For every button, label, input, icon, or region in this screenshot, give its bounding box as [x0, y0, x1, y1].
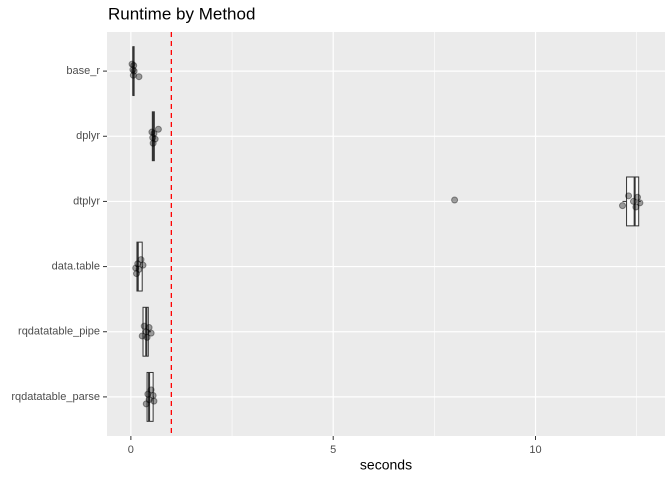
point — [145, 324, 153, 332]
point — [144, 390, 152, 398]
point — [151, 135, 159, 143]
point — [154, 125, 162, 133]
box — [626, 176, 640, 227]
point — [629, 197, 637, 205]
point — [130, 61, 138, 69]
point — [142, 328, 150, 336]
y-tick-label: rqdatatable_parse — [11, 391, 100, 403]
point — [138, 332, 146, 340]
point — [150, 397, 158, 405]
box — [146, 371, 154, 422]
x-tick-label: 5 — [330, 444, 336, 456]
point — [139, 261, 147, 269]
y-tick-label: rqdatatable_pipe — [18, 326, 100, 338]
point — [149, 139, 157, 147]
y-tick-label: dtplyr — [73, 195, 100, 207]
y-tick-label: data.table — [52, 260, 100, 272]
x-tick-label: 0 — [128, 444, 134, 456]
point — [133, 270, 141, 278]
point — [150, 129, 158, 137]
point — [633, 193, 641, 201]
point — [147, 386, 155, 394]
point — [625, 192, 633, 200]
y-tick-label: dplyr — [76, 130, 100, 142]
point — [135, 73, 143, 81]
point — [130, 67, 138, 75]
point — [143, 333, 151, 341]
point — [636, 199, 644, 207]
y-tick-label: base_r — [66, 65, 100, 77]
point — [149, 392, 157, 400]
point — [148, 128, 156, 136]
point — [134, 260, 142, 268]
point — [128, 60, 136, 68]
panel — [107, 32, 665, 436]
x-axis-label: seconds — [360, 457, 412, 473]
point — [137, 256, 145, 264]
point — [619, 202, 627, 210]
point — [145, 396, 153, 404]
x-tick-label: 10 — [529, 444, 541, 456]
point — [632, 203, 640, 211]
point — [140, 322, 148, 330]
point — [129, 71, 137, 79]
point — [129, 66, 137, 74]
point — [147, 329, 155, 337]
chart-title: Runtime by Method — [108, 4, 255, 23]
point — [142, 400, 150, 408]
point — [451, 196, 459, 204]
point — [149, 134, 157, 142]
point — [135, 265, 143, 273]
point — [132, 264, 140, 272]
